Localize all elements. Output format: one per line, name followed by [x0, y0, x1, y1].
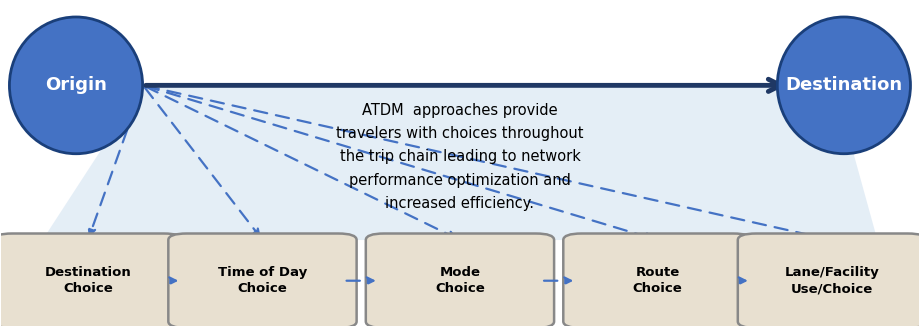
Text: Route
Choice: Route Choice: [632, 266, 682, 296]
Text: Time of Day
Choice: Time of Day Choice: [218, 266, 307, 296]
Ellipse shape: [9, 17, 142, 154]
Text: ATDM  approaches provide
travelers with choices throughout
the trip chain leadin: ATDM approaches provide travelers with c…: [335, 103, 583, 211]
Text: Destination
Choice: Destination Choice: [44, 266, 131, 296]
Text: Lane/Facility
Use/Choice: Lane/Facility Use/Choice: [784, 266, 879, 296]
Text: Mode
Choice: Mode Choice: [435, 266, 484, 296]
Text: Destination: Destination: [785, 76, 902, 95]
FancyBboxPatch shape: [562, 233, 751, 327]
Text: Origin: Origin: [45, 76, 107, 95]
FancyBboxPatch shape: [0, 233, 182, 327]
Polygon shape: [42, 85, 877, 240]
FancyBboxPatch shape: [737, 233, 919, 327]
Ellipse shape: [777, 17, 910, 154]
FancyBboxPatch shape: [168, 233, 357, 327]
FancyBboxPatch shape: [366, 233, 553, 327]
